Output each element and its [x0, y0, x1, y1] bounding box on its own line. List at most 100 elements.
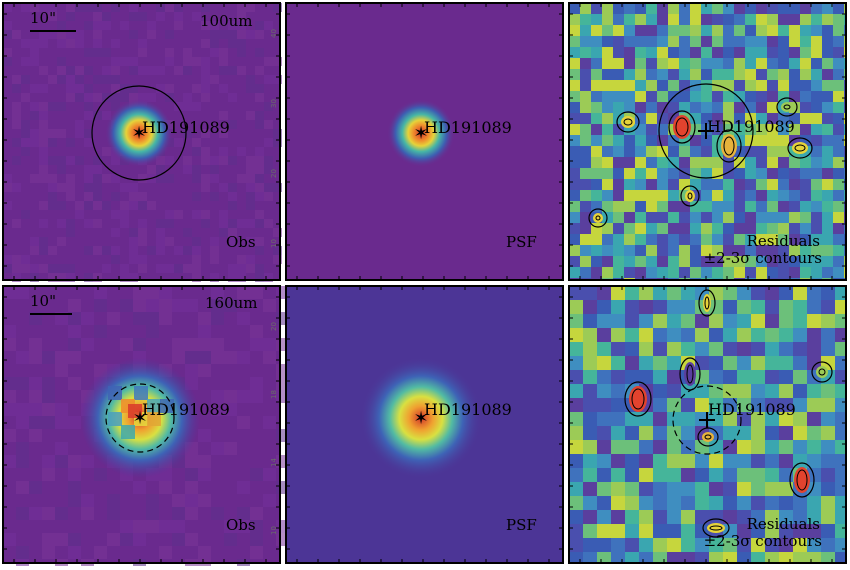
noise-pixel — [12, 75, 21, 84]
residual-pixel — [657, 201, 668, 212]
noise-pixel — [219, 147, 228, 156]
residual-pixel — [734, 124, 745, 135]
noise-pixel — [66, 93, 75, 102]
noise-pixel — [237, 66, 246, 75]
residual-pixel — [779, 412, 793, 426]
residual-pixel — [723, 102, 734, 113]
residual-pixel — [679, 36, 690, 47]
noise-pixel — [75, 210, 84, 219]
psf-label-bottom: PSF — [506, 516, 537, 534]
residual-pixel — [624, 47, 635, 58]
residual-pixel — [833, 201, 844, 212]
residual-pixel — [800, 124, 811, 135]
noise-pixel — [12, 138, 21, 147]
residual-pixel — [756, 234, 767, 245]
residual-pixel — [723, 212, 734, 223]
residual-pixel — [807, 538, 821, 552]
noise-pixel — [198, 351, 211, 364]
residual-pixel — [811, 234, 822, 245]
obs-label-top: Obs — [226, 233, 256, 251]
residual-pixel — [793, 286, 807, 300]
residual-pixel — [695, 342, 709, 356]
residual-pixel — [569, 524, 583, 538]
residual-pixel — [701, 245, 712, 256]
residual-pixel — [734, 58, 745, 69]
contour-line — [616, 111, 640, 133]
residual-pixel — [667, 552, 681, 563]
source-blob — [105, 99, 173, 167]
residual-pixel — [767, 223, 778, 234]
residual-pixel — [723, 314, 737, 328]
residual-pixel — [569, 102, 580, 113]
noise-pixel — [42, 377, 55, 390]
residual-pixel — [712, 47, 723, 58]
target-label-160-psf: HD191089 — [424, 400, 512, 419]
residual-pixel — [657, 80, 668, 91]
residual-pixel — [613, 113, 624, 124]
noise-pixel — [228, 273, 237, 282]
residual-pixel — [583, 524, 597, 538]
noise-pixel — [219, 156, 228, 165]
noise-pixel — [16, 507, 29, 520]
residual-pixel — [800, 113, 811, 124]
residual-pixel — [737, 370, 751, 384]
noise-pixel — [219, 111, 228, 120]
residual-pixel — [591, 113, 602, 124]
residual-pixel — [668, 256, 679, 267]
noise-pixel — [84, 273, 93, 282]
residual-pixel — [597, 328, 611, 342]
noise-pixel — [250, 325, 263, 338]
residual-pixel — [611, 552, 625, 563]
noise-pixel — [48, 201, 57, 210]
residual-pixel — [822, 36, 833, 47]
noise-pixel — [120, 210, 129, 219]
noise-pixel — [93, 30, 102, 39]
residual-pixel — [712, 58, 723, 69]
noise-pixel — [228, 120, 237, 129]
noise-pixel — [138, 228, 147, 237]
residual-pixel — [833, 179, 844, 190]
noise-pixel — [210, 273, 219, 282]
residual-peak — [792, 142, 808, 154]
residual-pixel — [833, 14, 844, 25]
residual-pixel — [756, 190, 767, 201]
noise-pixel — [84, 138, 93, 147]
noise-pixel — [3, 183, 12, 192]
noise-pixel — [21, 210, 30, 219]
noise-pixel — [3, 429, 16, 442]
residual-pixel — [712, 102, 723, 113]
noise-pixel — [255, 30, 264, 39]
noise-pixel — [94, 546, 107, 559]
noise-pixel — [84, 21, 93, 30]
residual-pixel — [690, 25, 701, 36]
residual-pixel — [811, 102, 822, 113]
residual-pixel — [625, 552, 639, 563]
residual-pixel — [695, 454, 709, 468]
noise-pixel — [224, 390, 237, 403]
residual-pixel — [833, 212, 844, 223]
residual-pixel — [653, 426, 667, 440]
residual-pixel — [821, 426, 835, 440]
residual-pixel — [597, 384, 611, 398]
residual-pixel — [779, 440, 793, 454]
residual-pixel — [778, 157, 789, 168]
residual-pixel — [734, 190, 745, 201]
noise-pixel — [237, 390, 250, 403]
noise-pixel — [237, 416, 250, 429]
residual-pixel — [653, 398, 667, 412]
residual-pixel — [668, 190, 679, 201]
residual-pixel — [807, 286, 821, 300]
residual-pixel — [580, 212, 591, 223]
noise-pixel — [250, 468, 263, 481]
residual-pixel — [811, 146, 822, 157]
residual-pixel — [765, 440, 779, 454]
residual-pixel — [789, 58, 800, 69]
noise-pixel — [138, 93, 147, 102]
noise-pixel — [75, 156, 84, 165]
residual-pixel — [767, 80, 778, 91]
residual-pixel — [751, 412, 765, 426]
residual-pixel — [723, 524, 737, 538]
noise-pixel — [255, 21, 264, 30]
residual-pixel — [639, 510, 653, 524]
residual-pixel — [712, 91, 723, 102]
